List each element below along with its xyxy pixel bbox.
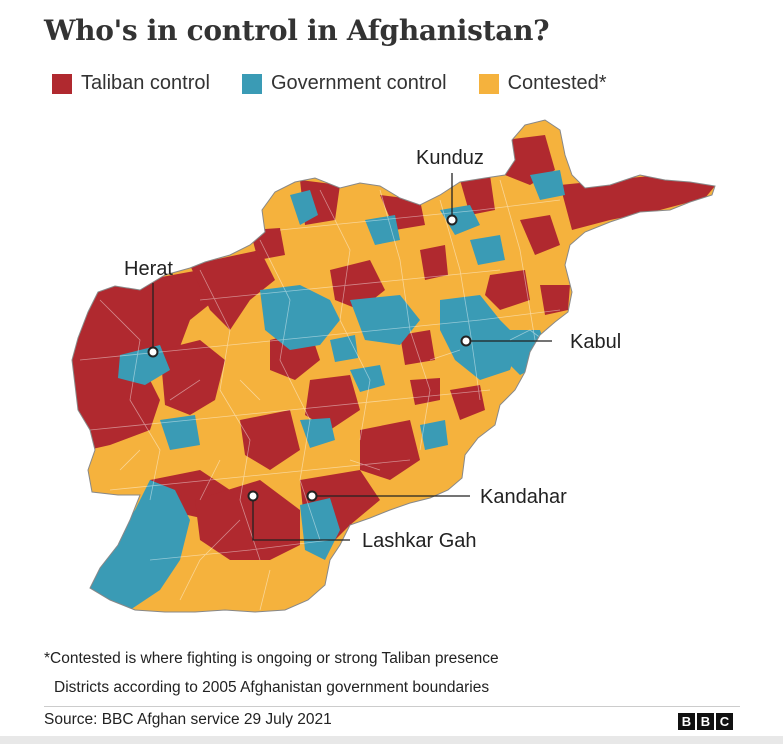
lashkar-gah-label: Lashkar Gah xyxy=(362,530,477,552)
legend-item-government: Government control xyxy=(241,72,447,95)
leader-lines xyxy=(152,173,552,541)
source-text: Source: BBC Afghan service 29 July 2021 xyxy=(44,711,332,728)
government-swatch xyxy=(241,73,262,94)
contested-footnote: *Contested is where fighting is ongoing … xyxy=(44,650,499,667)
bbc-logo-letter-2: B xyxy=(697,713,714,730)
map-title: Who's in control in Afghanistan? xyxy=(44,14,550,47)
taliban-regions xyxy=(72,135,715,560)
contested-swatch xyxy=(478,73,499,94)
kabul-label: Kabul xyxy=(570,331,621,353)
kunduz-marker xyxy=(446,214,458,226)
legend-item-taliban: Taliban control xyxy=(52,72,210,95)
taliban-swatch xyxy=(52,73,72,94)
footer-divider xyxy=(44,706,740,707)
bottom-strip xyxy=(0,736,783,744)
bbc-logo-letter-3: C xyxy=(716,713,733,730)
herat-label: Herat xyxy=(124,258,173,280)
legend-label-government: Government control xyxy=(270,72,447,94)
districts-note: Districts according to 2005 Afghanistan … xyxy=(54,679,490,696)
kabul-marker xyxy=(460,335,472,347)
herat-marker xyxy=(147,346,159,358)
kunduz-label: Kunduz xyxy=(416,147,484,169)
legend-label-contested: Contested* xyxy=(507,72,607,94)
district-borders xyxy=(79,179,561,611)
kandahar-marker xyxy=(306,490,318,502)
government-regions xyxy=(88,170,565,610)
kandahar-label: Kandahar xyxy=(480,486,567,508)
legend-item-contested: Contested* xyxy=(478,72,607,95)
legend-label-taliban: Taliban control xyxy=(81,72,210,94)
lashkar-gah-leader xyxy=(252,496,350,541)
bbc-logo: B B C xyxy=(676,713,733,730)
city-markers xyxy=(147,214,472,502)
bbc-logo-letter-1: B xyxy=(678,713,695,730)
lashkar-gah-marker xyxy=(247,490,259,502)
legend: Taliban control Government control Conte… xyxy=(52,72,639,95)
